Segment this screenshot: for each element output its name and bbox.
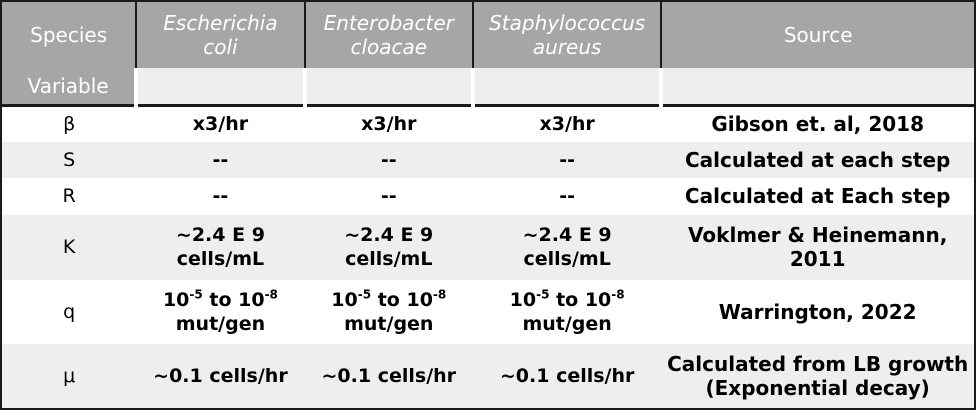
organism-genus: Escherichia [163, 11, 278, 35]
table-row-q: q 10-5 to 10-8 mut/gen 10-5 to 10-8 mut/… [1, 279, 975, 344]
value-line: 10-5 to 10-8 [136, 288, 304, 312]
value-line: ~2.4 E 9 [175, 224, 265, 246]
value-cell: 10-5 to 10-8 mut/gen [136, 279, 305, 344]
value-line: ~2.4 E 9 [522, 224, 612, 246]
source-cell: Calculated at Each step [661, 177, 975, 215]
power-exponent: -5 [536, 287, 550, 302]
source-cell: Gibson et. al, 2018 [661, 105, 975, 142]
power-base: 10 [584, 288, 612, 311]
range-separator: to [549, 288, 585, 311]
source-cell: Warrington, 2022 [661, 279, 975, 344]
table-row-k: K ~2.4 E 9 cells/mL ~2.4 E 9 cells/mL ~2… [1, 214, 975, 280]
source-cell: Calculated at each step [661, 141, 975, 178]
organism-header-ecloacae: Enterobacter cloacae [304, 1, 474, 68]
variable-header: Variable [1, 68, 137, 107]
power-exponent: -5 [189, 287, 203, 302]
value-line: 10-5 to 10-8 [473, 288, 661, 312]
value-line: ~2.4 E 9 [344, 224, 434, 246]
power-base: 10 [406, 288, 433, 311]
organism-header-ecoli: Escherichia coli [136, 1, 306, 68]
value-cell: 10-5 to 10-8 mut/gen [304, 279, 473, 344]
table-row-mu: μ ~0.1 cells/hr ~0.1 cells/hr ~0.1 cells… [1, 343, 975, 409]
power-base: 10 [238, 288, 265, 311]
variable-cell: q [1, 279, 137, 344]
source-header: Source [661, 1, 975, 68]
subheader-gap [470, 68, 662, 107]
variable-cell: K [1, 214, 137, 280]
value-cell: ~2.4 E 9 cells/mL [304, 214, 473, 280]
value-cell: -- [472, 141, 662, 178]
value-cell: -- [136, 141, 305, 178]
value-line: cells/mL [345, 248, 433, 270]
species-header: Species [1, 1, 138, 68]
value-line: mut/gen [175, 312, 266, 335]
value-line: 10-5 to 10-8 [305, 288, 473, 312]
parameter-table: Species Escherichia coli Enterobacter cl… [0, 0, 976, 410]
value-cell: -- [472, 177, 662, 215]
power-exponent: -8 [264, 287, 278, 302]
subheader-row: Variable [1, 68, 975, 107]
variable-cell: R [1, 177, 137, 215]
header-row: Species Escherichia coli Enterobacter cl… [1, 1, 975, 68]
value-cell: x3/hr [136, 105, 305, 142]
value-cell: x3/hr [304, 105, 473, 142]
subheader-gap [302, 68, 473, 107]
value-cell: ~2.4 E 9 cells/mL [136, 214, 305, 280]
value-cell: -- [304, 177, 473, 215]
range-separator: to [371, 288, 407, 311]
table-row-s: S -- -- -- Calculated at each step [1, 141, 975, 178]
value-cell: ~0.1 cells/hr [304, 343, 473, 409]
power-base: 10 [162, 288, 190, 311]
value-cell: x3/hr [472, 105, 662, 142]
power-exponent: -5 [357, 287, 372, 302]
value-cell: -- [136, 177, 305, 215]
organism-species: cloacae [350, 35, 428, 59]
value-line: cells/mL [176, 248, 265, 270]
power-base: 10 [509, 288, 537, 311]
source-line: Calculated from LB growth [667, 351, 969, 376]
organism-genus: Staphylococcus [489, 11, 646, 35]
source-line: (Exponential decay) [705, 375, 930, 400]
table-row-r: R -- -- -- Calculated at Each step [1, 177, 975, 215]
power-exponent: -8 [611, 287, 625, 302]
value-cell: ~0.1 cells/hr [472, 343, 662, 409]
value-cell: ~0.1 cells/hr [136, 343, 305, 409]
value-line: mut/gen [344, 312, 434, 335]
source-cell: Voklmer & Heinemann, 2011 [661, 214, 975, 280]
organism-species: coli [203, 35, 238, 59]
value-cell: ~2.4 E 9 cells/mL [472, 214, 662, 280]
organism-genus: Enterobacter [323, 11, 454, 35]
value-cell: -- [304, 141, 473, 178]
table-row-beta: β x3/hr x3/hr x3/hr Gibson et. al, 2018 [1, 105, 975, 142]
organism-header-saureus: Staphylococcus aureus [472, 1, 663, 68]
value-line: cells/mL [523, 248, 611, 270]
value-line: mut/gen [522, 312, 612, 335]
organism-species: aureus [532, 35, 602, 59]
power-base: 10 [331, 288, 358, 311]
range-separator: to [202, 288, 239, 311]
value-cell: 10-5 to 10-8 mut/gen [472, 279, 662, 344]
variable-cell: S [1, 141, 137, 178]
source-cell: Calculated from LB growth (Exponential d… [661, 343, 975, 409]
variable-cell: μ [1, 343, 137, 409]
subheader-gap [659, 68, 975, 107]
variable-cell: β [1, 105, 137, 142]
power-exponent: -8 [432, 287, 447, 302]
subheader-gap [134, 68, 305, 107]
